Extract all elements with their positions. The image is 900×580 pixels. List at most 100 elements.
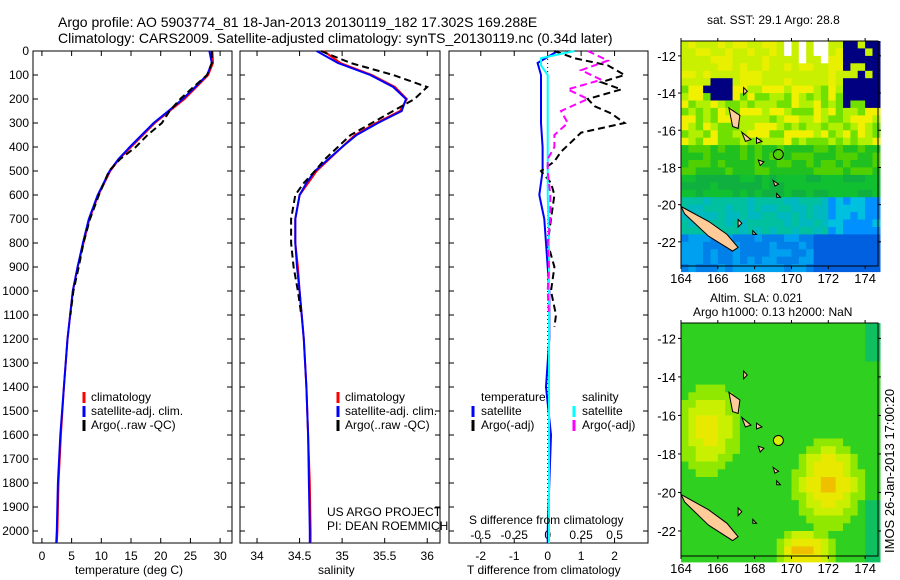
map-cell [828,423,837,432]
map-cell [732,55,741,64]
map-cell [813,241,822,250]
map-cell [798,407,807,416]
map-cell [857,438,866,447]
map-cell [857,137,866,146]
map-cell [769,48,778,57]
map-cell [813,264,822,273]
map-cell [813,227,822,235]
y-tick-label: 1700 [2,452,29,466]
map-cell [813,219,822,228]
sla-map-subtitle: Argo h1000: 0.13 h2000: NaN [693,305,853,319]
island [752,518,758,524]
map-cell [703,423,712,432]
map-cell [843,369,851,378]
map-cell [850,538,859,547]
x-tick-label: 0 [39,549,46,563]
map-cell [754,400,763,409]
map-cell [835,41,844,49]
map-cell [850,137,859,146]
map-cell [725,182,734,191]
series-temperature-satellite [536,50,559,543]
map-cell [703,249,712,258]
map-cell [725,152,734,161]
map-cell [681,323,689,332]
map-cell [681,523,689,532]
map-cell [747,264,756,273]
map-cell [872,492,881,501]
map-cell [820,500,829,509]
y-tick-label: 1200 [2,332,29,346]
map-cell [762,137,770,146]
map-cell [798,107,807,116]
map-cell [784,515,793,524]
map-cell [717,189,726,198]
map-cell [798,160,807,168]
map-cell [865,70,874,79]
map-cell [754,227,763,235]
map-cell [865,369,874,378]
sla-heatmap [679,323,881,563]
map-cell [776,407,785,416]
map-cell [806,160,815,168]
map-cell [769,107,778,116]
map-cell [739,189,748,198]
map-cell [776,48,785,57]
map-cell [835,130,844,139]
y-tick-label: 2000 [2,524,29,538]
map-cell [813,182,822,191]
map-cell [857,423,866,432]
map-cell [681,438,689,447]
map-cell [747,477,756,486]
map-cell [835,48,844,57]
map-cell [769,500,778,509]
map-cell [681,167,689,176]
map-cell [843,167,851,176]
map-cell [865,376,874,386]
map-cell [806,137,815,146]
map-cell [703,323,712,332]
map-cell [828,219,837,228]
map-cell [843,554,851,563]
map-cell [747,241,756,250]
series-satellite-adj-clim- [55,50,213,544]
map-cell [747,174,756,183]
map-cell [872,500,881,509]
map-cell [843,415,851,424]
map-cell [820,145,829,154]
map-cell [820,204,829,213]
map-cell [739,182,748,191]
map-cell [798,197,807,206]
map-cell [820,430,829,440]
map-cell [843,523,851,532]
map-cell [681,55,689,64]
map-cell [813,167,822,176]
map-cell [813,538,822,547]
map-cell [762,492,770,501]
map-cell [703,197,712,206]
map-cell [739,392,748,401]
map-cell [688,554,697,563]
map-cell [717,160,726,168]
map-cell [747,182,756,191]
map-cell [739,346,748,355]
map-cell [754,122,763,131]
map-cell [857,554,866,563]
map-cell [806,48,815,57]
map-cell [681,346,689,355]
map-cell [695,41,704,49]
map-cell [681,546,689,555]
map-cell [813,376,822,386]
map-cell [688,130,697,139]
map-cell [813,85,822,94]
map-cell [820,182,829,191]
map-cell [806,338,815,347]
map-cell [820,137,829,146]
map-cell [820,100,829,109]
map-cell [857,85,866,94]
map-cell [843,85,851,94]
map-cell [681,469,689,478]
y-tick-label: 1000 [2,284,29,298]
map-cell [681,330,689,339]
map-cell [835,189,844,198]
